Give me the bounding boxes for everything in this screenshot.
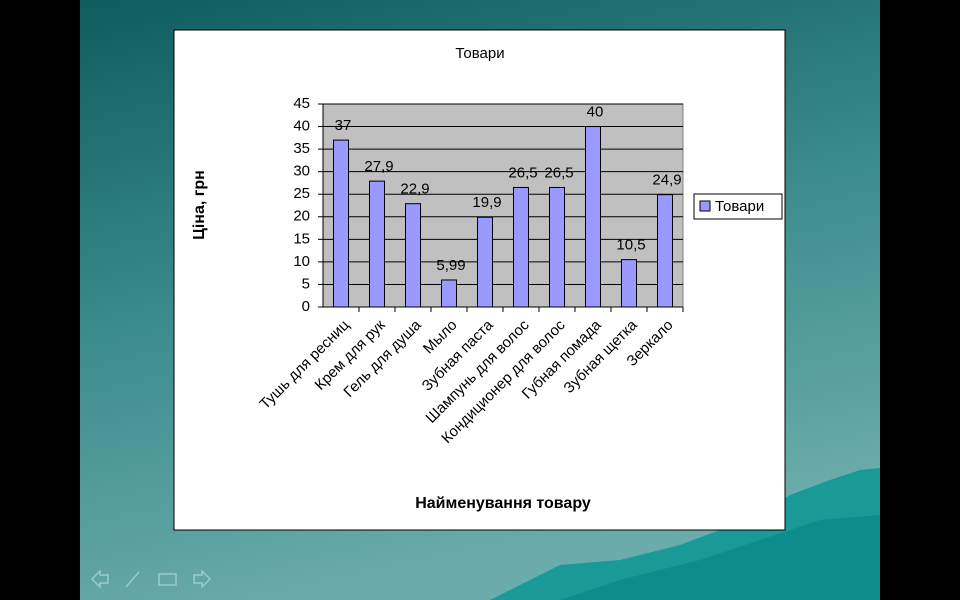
data-label: 26,5 — [544, 164, 573, 181]
bar — [621, 259, 637, 308]
bar — [405, 203, 421, 308]
bar — [549, 186, 565, 308]
data-label: 19,9 — [472, 194, 501, 211]
bar — [585, 126, 601, 308]
y-tick-label: 15 — [293, 230, 310, 247]
bar — [657, 194, 673, 308]
data-label: 26,5 — [508, 164, 537, 181]
mountain — [560, 515, 880, 600]
x-axis-label: Найменування товару — [415, 495, 591, 512]
legend-swatch — [699, 200, 711, 212]
data-label: 10,5 — [616, 237, 645, 254]
bar — [441, 279, 457, 308]
y-tick-label: 35 — [293, 140, 310, 157]
bar — [477, 216, 493, 308]
y-tick-label: 45 — [293, 95, 310, 112]
bar — [333, 139, 349, 308]
data-label: 24,9 — [652, 172, 681, 189]
y-tick-label: 25 — [293, 185, 310, 202]
y-tick-label: 5 — [302, 275, 310, 292]
data-label: 22,9 — [400, 181, 429, 198]
data-label: 5,99 — [436, 257, 465, 274]
data-label: 40 — [587, 104, 604, 121]
y-tick-label: 30 — [293, 163, 310, 180]
legend-label: Товари — [715, 198, 764, 215]
data-label: 27,9 — [364, 158, 393, 175]
y-tick-label: 40 — [293, 118, 310, 135]
bar — [369, 180, 385, 308]
y-axis-label: Ціна, грн — [191, 170, 208, 240]
y-tick-label: 10 — [293, 253, 310, 270]
chart-title: Товари — [455, 45, 504, 62]
nav-icons[interactable] — [90, 569, 212, 589]
y-tick-label: 20 — [293, 208, 310, 225]
y-tick-label: 0 — [302, 298, 310, 315]
bar — [513, 186, 529, 308]
data-label: 37 — [335, 117, 352, 134]
